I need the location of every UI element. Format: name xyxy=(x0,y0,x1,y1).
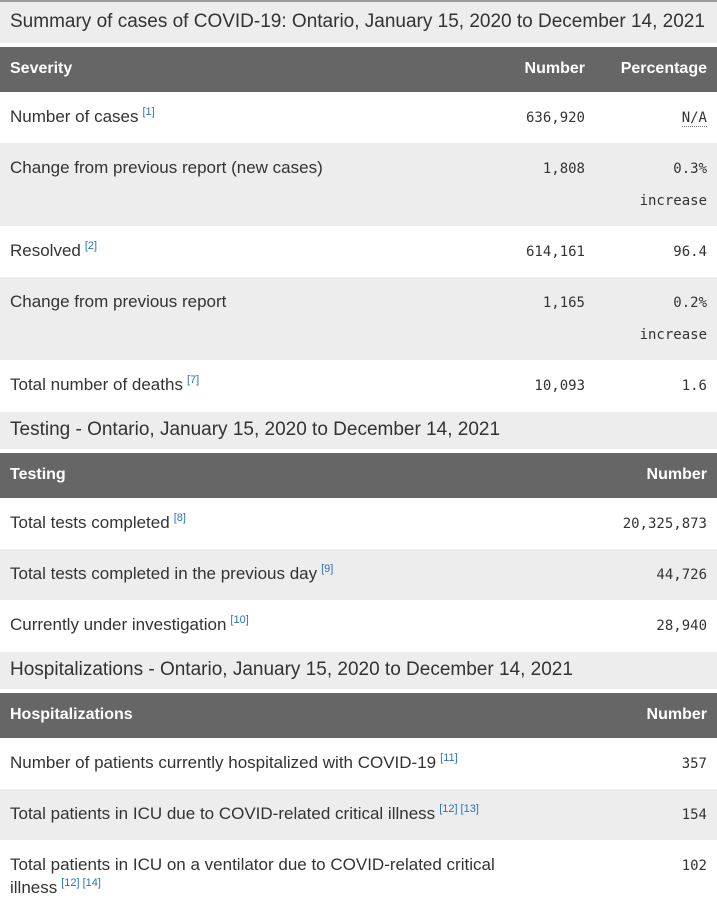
severity-column-header: Severity xyxy=(0,47,475,92)
row-label: Total tests completed in the previous da… xyxy=(10,564,318,583)
row-label-cell: Total patients in ICU due to COVID-relat… xyxy=(0,789,567,840)
row-label-cell: Number of patients currently hospitalize… xyxy=(0,738,567,789)
abbr-not-applicable: N/A xyxy=(681,110,707,127)
row-number: 20,325,873 xyxy=(622,516,707,532)
row-label: Change from previous report xyxy=(10,292,227,311)
hospitalizations-table: Hospitalizations Number Number of patien… xyxy=(0,693,717,914)
footnote-link[interactable]: [8] xyxy=(173,512,186,525)
footnote-link[interactable]: [10] xyxy=(230,614,249,627)
table-row: Total patients in ICU on a ventilator du… xyxy=(0,840,717,914)
footnote-marker: [1] xyxy=(143,106,155,118)
testing-table-header-row: Testing Number xyxy=(0,453,717,498)
footnote-link[interactable]: [1] xyxy=(142,106,155,119)
row-number: 614,161 xyxy=(525,244,585,260)
footnote-link[interactable]: [12] xyxy=(61,877,80,890)
row-label-cell: Change from previous report xyxy=(0,277,475,360)
hospitalizations-table-header-row: Hospitalizations Number xyxy=(0,693,717,738)
row-label: Total tests completed xyxy=(10,513,170,532)
table-row: Total patients in ICU due to COVID-relat… xyxy=(0,789,717,840)
row-label-cell: Change from previous report (new cases) xyxy=(0,143,475,226)
percentage-column-header: Percentage xyxy=(585,47,717,92)
footnote-link[interactable]: [9] xyxy=(321,563,334,576)
row-label: Resolved xyxy=(10,241,81,260)
footnote-marker: [8] xyxy=(174,512,186,524)
row-number: 1,165 xyxy=(542,295,585,311)
row-label: Number of patients currently hospitalize… xyxy=(10,753,437,772)
row-label-cell: Total number of deaths [7] xyxy=(0,360,475,411)
percentage-value: 0.3% xyxy=(673,161,707,177)
row-label-cell: Currently under investigation [10] xyxy=(0,600,567,651)
severity-table-header-row: Severity Number Percentage xyxy=(0,47,717,92)
footnote-marker: [14] xyxy=(83,877,101,889)
severity-table: Severity Number Percentage Number of cas… xyxy=(0,47,717,411)
footnote-link[interactable]: [7] xyxy=(186,374,200,387)
table-row: Change from previous report 1,165 0.2% incr… xyxy=(0,277,717,360)
row-number: 1,808 xyxy=(542,161,585,177)
hospitalizations-section-title: Hospitalizations - Ontario, January 15, … xyxy=(0,652,717,689)
footnote-marker: [10] xyxy=(230,614,248,626)
row-number: 636,920 xyxy=(525,110,585,126)
percentage-value: 96.4 xyxy=(673,244,707,260)
row-label: Number of cases xyxy=(10,107,139,126)
table-row: Number of patients currently hospitalize… xyxy=(0,738,717,789)
footnote-marker: [11] xyxy=(440,752,458,764)
table-row: Change from previous report (new cases) 1… xyxy=(0,143,717,226)
row-label-cell: Number of cases [1] xyxy=(0,92,475,143)
page-title: Summary of cases of COVID-19: Ontario, J… xyxy=(0,0,717,43)
table-row: Resolved [2] 614,161 96.4 xyxy=(0,226,717,277)
testing-table: Testing Number Total tests completed [8] 2… xyxy=(0,453,717,651)
footnote-link[interactable]: [14] xyxy=(82,877,101,890)
hospitalizations-column-header: Hospitalizations xyxy=(0,693,567,738)
row-label-cell: Total tests completed in the previous da… xyxy=(0,549,567,600)
row-label-cell: Total patients in ICU on a ventilator du… xyxy=(0,840,567,914)
footnote-link[interactable]: [13] xyxy=(460,803,479,816)
row-label-cell: Resolved [2] xyxy=(0,226,475,277)
footnote-link[interactable]: [2] xyxy=(84,240,98,253)
number-column-header: Number xyxy=(567,453,717,498)
row-label: Total number of deaths xyxy=(10,375,183,394)
footnote-link[interactable]: [12] xyxy=(439,803,458,816)
row-label: Total patients in ICU on a ventilator du… xyxy=(10,855,495,897)
table-row: Total tests completed [8] 20,325,873 xyxy=(0,498,717,549)
footnote-link[interactable]: [11] xyxy=(440,752,458,765)
table-row: Total number of deaths [7] 10,093 1.6 xyxy=(0,360,717,411)
percentage-note: increase xyxy=(639,327,707,343)
percentage-value: 1.6 xyxy=(681,378,707,394)
row-number: 28,940 xyxy=(656,618,707,634)
footnote-marker: [13] xyxy=(461,803,479,815)
footnote-marker: [7] xyxy=(187,374,199,386)
row-number: 10,093 xyxy=(534,378,585,394)
row-percentage: 96.4 xyxy=(585,226,717,277)
number-column-header: Number xyxy=(475,47,585,92)
table-row: Currently under investigation [10] 28,940 xyxy=(0,600,717,651)
percentage-value: 0.2% xyxy=(673,295,707,311)
row-label: Change from previous report (new cases) xyxy=(10,158,323,177)
table-row: Total tests completed in the previous da… xyxy=(0,549,717,600)
footnote-marker: [12] xyxy=(439,803,457,815)
row-percentage: 0.3% increase xyxy=(585,143,717,226)
row-number: 102 xyxy=(681,858,707,874)
percentage-note: increase xyxy=(639,193,707,209)
row-number: 154 xyxy=(681,807,707,823)
row-label-cell: Total tests completed [8] xyxy=(0,498,567,549)
row-percentage: 1.6 xyxy=(585,360,717,411)
footnote-marker: [12] xyxy=(61,877,79,889)
row-label: Currently under investigation xyxy=(10,615,227,634)
table-row: Number of cases [1] 636,920 N/A xyxy=(0,92,717,143)
footnote-marker: [2] xyxy=(85,240,97,252)
row-percentage: 0.2% increase xyxy=(585,277,717,360)
footnote-marker: [9] xyxy=(321,563,333,575)
row-number: 357 xyxy=(681,756,707,772)
row-percentage: N/A xyxy=(585,92,717,143)
testing-section-title: Testing - Ontario, January 15, 2020 to D… xyxy=(0,412,717,449)
number-column-header: Number xyxy=(567,693,717,738)
row-number: 44,726 xyxy=(656,567,707,583)
testing-column-header: Testing xyxy=(0,453,567,498)
row-label: Total patients in ICU due to COVID-relat… xyxy=(10,804,436,823)
